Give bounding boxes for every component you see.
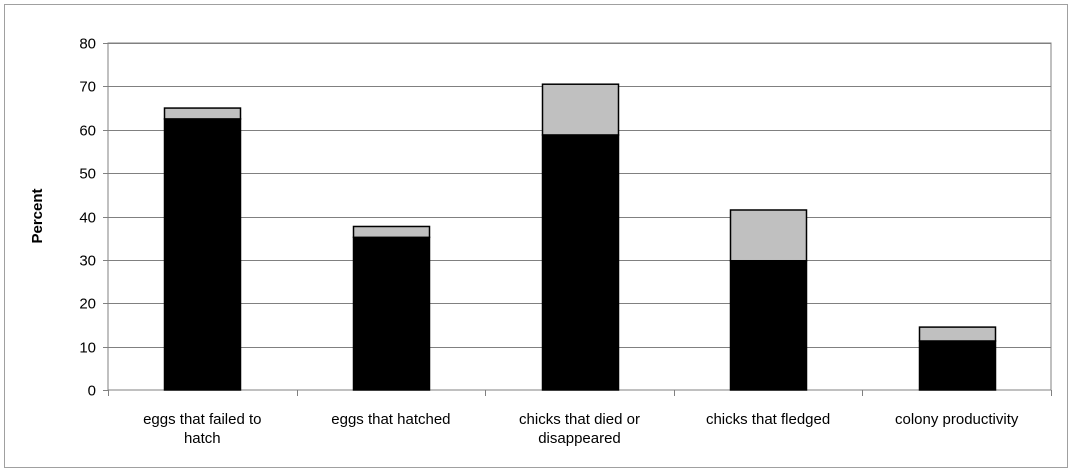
bars bbox=[163, 83, 997, 391]
x-category-label: chicks that fledged bbox=[706, 411, 830, 428]
y-tick-label: 40 bbox=[79, 210, 96, 227]
bar-segment-lower bbox=[729, 259, 808, 391]
y-tick-label: 10 bbox=[79, 340, 96, 357]
bar-segment-lower bbox=[352, 236, 431, 391]
y-tick-label: 50 bbox=[79, 166, 96, 183]
y-tick-label: 60 bbox=[79, 123, 96, 140]
x-category-label: chicks that died or disappeared bbox=[519, 411, 640, 447]
y-axis-ticks: 0 10 20 30 40 50 60 70 80 bbox=[79, 36, 1052, 400]
bar-segment-lower bbox=[163, 118, 242, 391]
y-tick-label: 30 bbox=[79, 253, 96, 270]
bar-segment-upper bbox=[541, 83, 620, 136]
x-category-label: colony productivity bbox=[895, 411, 1019, 428]
y-axis-title: Percent bbox=[29, 188, 46, 243]
x-axis-labels: eggs that failed to hatch eggs that hatche… bbox=[143, 411, 1019, 447]
bar-segment-upper bbox=[918, 326, 997, 342]
y-tick-label: 0 bbox=[88, 383, 96, 400]
bar-segment-upper bbox=[163, 107, 242, 120]
y-tick-label: 20 bbox=[79, 296, 96, 313]
bar-segment-lower bbox=[541, 134, 620, 391]
x-category-label: eggs that failed to hatch bbox=[143, 411, 261, 447]
bar-segment-upper bbox=[729, 209, 808, 262]
bar-segment-lower bbox=[918, 340, 997, 391]
x-category-label: eggs that hatched bbox=[331, 411, 450, 428]
y-tick-label: 80 bbox=[79, 36, 96, 53]
y-tick-label: 70 bbox=[79, 79, 96, 96]
bar-segment-upper bbox=[352, 225, 431, 239]
